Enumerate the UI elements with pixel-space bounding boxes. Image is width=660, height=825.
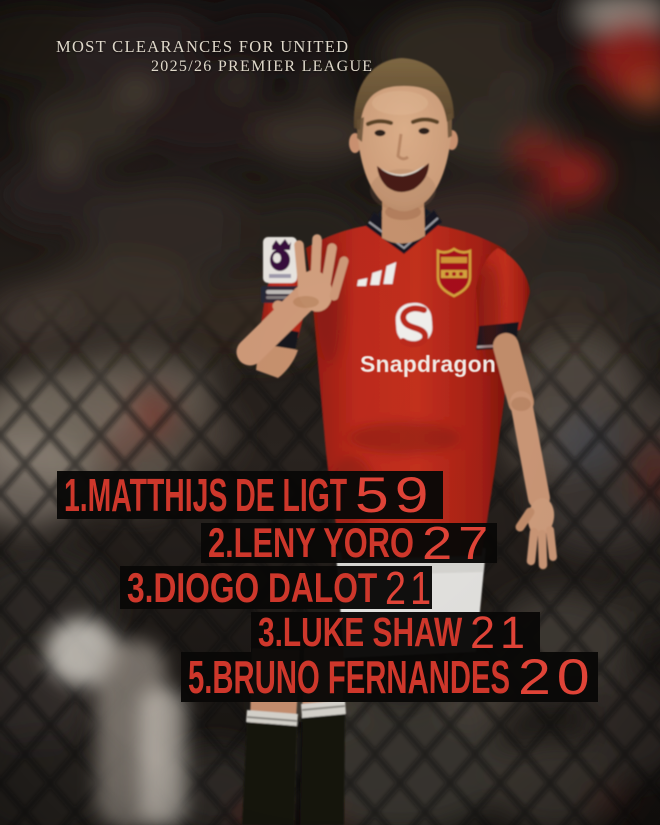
ranking-row-4: 3.LUKE SHAW 21: [251, 606, 540, 658]
player-name: LUKE SHAW: [282, 608, 463, 655]
ranking-row-5: 5.BRUNO FERNANDES 20: [181, 652, 598, 702]
player-name: DIOGO DALOT: [153, 563, 378, 611]
rank-number: 1.: [64, 469, 88, 521]
clearances-value: 21: [470, 606, 531, 658]
player-name: LENY YORO: [233, 519, 414, 566]
ranking-row-3: 3.DIOGO DALOT 21: [120, 561, 436, 614]
ranking-row-2: 2.LENY YORO 27: [201, 517, 497, 569]
player-name: BRUNO FERNANDES: [212, 651, 511, 703]
rank-number: 5.: [188, 651, 213, 703]
ranking-row-1: 1.MATTHIJS DE LIGT 59: [57, 467, 443, 523]
clearances-value: 20: [518, 649, 596, 705]
player-name: MATTHIJS DE LIGT: [87, 469, 348, 521]
clearances-value: 59: [355, 467, 435, 523]
poster-title-line2: 2025/26 PREMIER LEAGUE: [151, 58, 374, 75]
poster-title-line1: MOST CLEARANCES FOR UNITED: [56, 37, 350, 56]
rank-number: 3.: [258, 608, 283, 655]
clearances-value: 27: [422, 517, 495, 569]
snapdragon-wordmark: Snapdragon: [360, 351, 497, 377]
rank-number: 3.: [127, 563, 154, 611]
rank-number: 2.: [208, 519, 234, 566]
clearances-value: 21: [385, 561, 436, 614]
